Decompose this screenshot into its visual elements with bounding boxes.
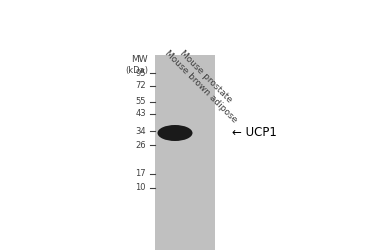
Text: 26: 26 (136, 140, 146, 149)
Text: 72: 72 (136, 82, 146, 90)
Text: 55: 55 (136, 98, 146, 106)
Bar (155, 55, 215, 250)
Text: 43: 43 (136, 110, 146, 118)
Text: Mouse prostate: Mouse prostate (178, 49, 234, 104)
Text: 34: 34 (136, 126, 146, 136)
Ellipse shape (157, 125, 192, 141)
Text: (kDa): (kDa) (125, 66, 148, 76)
Text: Mouse brown adipose: Mouse brown adipose (163, 49, 239, 124)
Text: 17: 17 (136, 170, 146, 178)
Text: 95: 95 (136, 68, 146, 78)
Text: ← UCP1: ← UCP1 (232, 126, 277, 140)
Text: 10: 10 (136, 184, 146, 192)
Text: MW: MW (131, 56, 148, 64)
